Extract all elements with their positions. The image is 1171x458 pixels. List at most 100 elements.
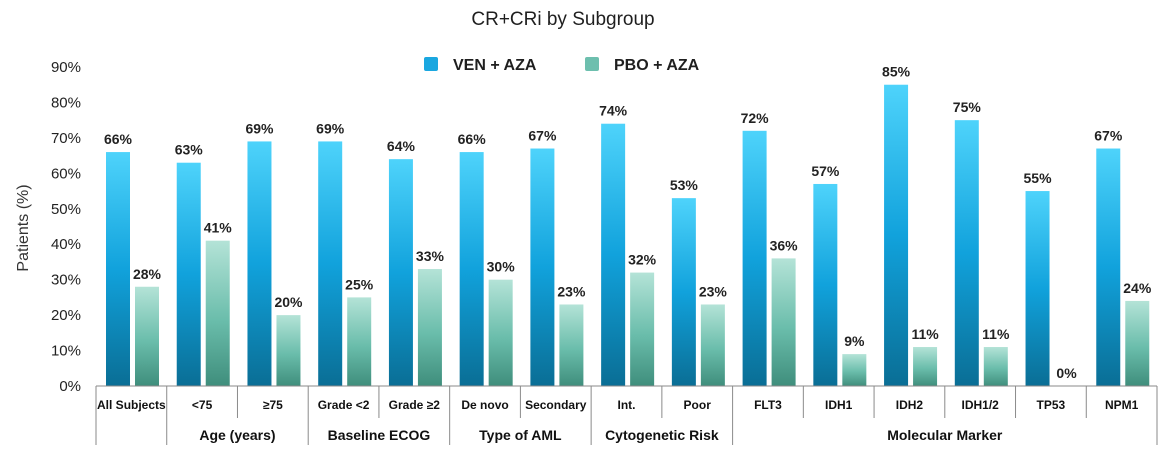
data-label: 36%: [770, 237, 799, 253]
bar-ven-aza: [884, 84, 909, 386]
x-tick-label: NPM1: [1105, 398, 1139, 412]
data-label: 85%: [882, 64, 911, 80]
x-tick-label: <75: [192, 398, 213, 412]
x-tick-label: All Subjects: [97, 398, 166, 412]
x-tick-label: Grade ≥2: [389, 398, 441, 412]
x-group-label: Type of AML: [479, 427, 562, 443]
bar-pbo-aza: [205, 240, 230, 386]
data-label: 30%: [487, 259, 516, 275]
data-label: 9%: [844, 333, 865, 349]
data-label: 55%: [1024, 170, 1053, 186]
x-tick-label: Secondary: [525, 398, 587, 412]
data-label: 53%: [670, 177, 699, 193]
bar-pbo-aza: [771, 258, 796, 386]
x-tick-label: IDH2: [896, 398, 924, 412]
data-label: 72%: [741, 110, 770, 126]
x-group-label: Cytogenetic Risk: [605, 427, 719, 443]
x-tick-label: ≥75: [263, 398, 283, 412]
data-label: 66%: [458, 131, 487, 147]
bar-ven-aza: [813, 183, 838, 386]
bar-ven-aza: [601, 123, 626, 386]
y-tick-label: 30%: [51, 272, 81, 289]
bar-ven-aza: [742, 130, 767, 386]
bar-ven-aza: [530, 148, 555, 386]
x-group-label: Baseline ECOG: [328, 427, 431, 443]
y-tick-label: 40%: [51, 236, 81, 253]
y-tick-label: 70%: [51, 130, 81, 147]
legend-label-ven-aza: VEN + AZA: [453, 57, 537, 74]
chart-title: CR+CRi by Subgroup: [471, 9, 654, 30]
data-label: 74%: [599, 103, 628, 119]
x-tick-label: TP53: [1037, 398, 1066, 412]
data-label: 25%: [345, 276, 374, 292]
x-tick-label: FLT3: [754, 398, 782, 412]
data-label: 24%: [1123, 280, 1152, 296]
bar-pbo-aza: [417, 269, 442, 386]
bar-pbo-aza: [559, 304, 584, 386]
x-group-label: Age (years): [199, 427, 275, 443]
bar-ven-aza: [388, 159, 413, 386]
x-tick-label: IDH1: [825, 398, 853, 412]
data-label: 33%: [416, 248, 445, 264]
data-label: 32%: [628, 252, 657, 268]
y-axis-ticks: 0% 10% 20% 30% 40% 50% 60% 70% 80% 90%: [51, 59, 81, 395]
bar-ven-aza: [106, 152, 130, 386]
data-label: 69%: [245, 120, 274, 136]
x-tick-label: Int.: [618, 398, 636, 412]
x-tick-label: Poor: [684, 398, 712, 412]
legend-label-pbo-aza: PBO + AZA: [614, 57, 700, 74]
bar-ven-aza: [247, 141, 272, 386]
data-label: 23%: [557, 283, 586, 299]
y-tick-label: 10%: [51, 343, 81, 360]
y-tick-label: 80%: [51, 94, 81, 111]
bar-ven-aza: [176, 162, 201, 386]
bar-ven-aza: [318, 141, 343, 386]
x-tick-label: Grade <2: [318, 398, 370, 412]
y-tick-label: 60%: [51, 165, 81, 182]
data-label: 11%: [982, 326, 1010, 342]
x-tick-label: De novo: [461, 398, 508, 412]
bar-pbo-aza: [913, 347, 938, 386]
bar-pbo-aza: [1125, 300, 1150, 386]
bar-pbo-aza: [135, 286, 159, 386]
bar-pbo-aza: [488, 279, 513, 386]
data-label: 11%: [911, 326, 939, 342]
bar-ven-aza: [1025, 191, 1050, 386]
x-tick-label: IDH1/2: [961, 398, 999, 412]
data-label: 67%: [1094, 128, 1123, 144]
bar-pbo-aza: [842, 354, 867, 386]
bar-ven-aza: [1096, 148, 1121, 386]
x-group-label: Molecular Marker: [887, 427, 1003, 443]
data-label: 28%: [133, 266, 162, 282]
data-label: 41%: [204, 220, 233, 236]
data-label: 0%: [1056, 365, 1077, 381]
bar-pbo-aza: [347, 297, 372, 386]
data-label: 57%: [811, 163, 840, 179]
data-label: 64%: [387, 138, 416, 154]
bar-ven-aza: [954, 120, 979, 387]
legend-swatch-pbo-aza: [585, 57, 599, 71]
bar-pbo-aza: [276, 315, 301, 386]
x-axis: All Subjects <75 ≥75 Grade <2 Grade ≥2 De nov…: [95, 385, 1158, 445]
data-label: 75%: [953, 99, 982, 115]
y-axis-label: Patients (%): [15, 184, 32, 271]
y-tick-label: 50%: [51, 201, 81, 218]
legend-swatch-ven-aza: [424, 57, 438, 71]
legend: VEN + AZA PBO + AZA: [424, 57, 700, 74]
bar-pbo-aza: [630, 272, 655, 386]
bars: [106, 84, 1150, 387]
data-labels: 66% 63% 69% 69% 64% 66% 67% 74% 53% 72% 57% 85% 75% 5…: [104, 64, 1152, 381]
data-label: 66%: [104, 131, 133, 147]
bar-pbo-aza: [983, 347, 1008, 386]
data-label: 23%: [699, 283, 728, 299]
data-label: 69%: [316, 120, 345, 136]
data-label: 67%: [528, 128, 557, 144]
bar-pbo-aza: [700, 304, 725, 386]
bar-ven-aza: [459, 152, 484, 386]
data-label: 63%: [175, 142, 204, 158]
y-tick-label: 0%: [59, 378, 81, 395]
data-label: 20%: [274, 294, 303, 310]
y-tick-label: 20%: [51, 307, 81, 324]
bar-ven-aza: [671, 198, 696, 386]
